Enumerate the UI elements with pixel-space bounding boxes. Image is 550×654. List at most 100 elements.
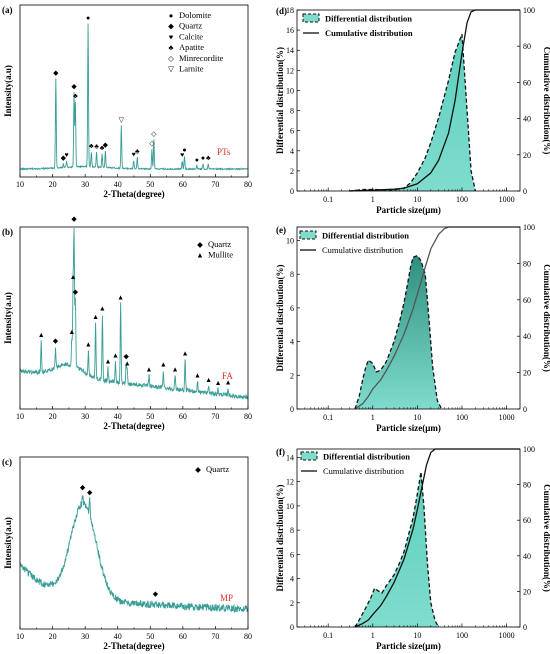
y2-tick-label: 100: [523, 223, 535, 232]
peak-marker-apatite: ♣: [94, 142, 99, 150]
y-tick-label: 4: [290, 575, 294, 584]
legend-symbol: ◆: [195, 465, 201, 474]
xrd-pattern-line: [19, 23, 249, 172]
psd-chart-f: 0.1 1 10 100 1000 0 2 4 6 8 10 12 14 0 20 40 60 80 100 Part…: [275, 445, 550, 651]
peak-marker-mullite: ▲: [160, 361, 167, 369]
legend-label: Differential distribution: [322, 231, 409, 241]
peak-marker-mullite: ▲: [68, 328, 75, 336]
xrd-chart-a: ◆◆♥◆♣●♣ ♣ ♣◆▽♥ ♣◇◇♥●● ● ♣10 20 30 40 50 60 70 802-Th…: [2, 4, 252, 199]
peak-marker-quartz: ◆: [153, 590, 159, 598]
peak-marker-calcite: ♥: [64, 151, 68, 159]
x-tick-label: 40: [114, 632, 122, 641]
y-axis-label: Intensity(a.u): [3, 292, 13, 344]
y2-tick-label: 80: [523, 481, 531, 490]
psd-chart-e: 0.1 1 10 100 10000246810020406080100Particle…: [275, 223, 550, 433]
legend-label: Larnite: [179, 64, 204, 74]
y-tick-label: 6: [290, 127, 294, 136]
x-tick-label: 0.1: [323, 631, 333, 640]
legend-symbol: ◆: [197, 240, 203, 249]
cumulative-line: [349, 9, 520, 192]
peak-marker-apatite: ♣: [100, 144, 105, 152]
x-tick-label: 50: [146, 180, 154, 189]
x-tick-label: 1: [371, 631, 375, 640]
peak-marker-mullite: ▲: [70, 273, 77, 281]
peak-marker-apatite: ♣: [206, 154, 211, 162]
peak-marker-dolomite: ●: [195, 156, 199, 164]
y2-tick-label: 0: [523, 405, 527, 414]
y-tick-label: 4: [290, 147, 294, 156]
y-tick-label: 2: [290, 371, 294, 380]
y2-tick-label: 80: [523, 259, 531, 268]
x-axis-label: Particle size(μm): [376, 205, 441, 215]
y-tick-label: 0: [290, 623, 294, 632]
y-tick-label: 2: [290, 167, 294, 176]
peak-marker-mullite: ▲: [92, 313, 99, 321]
x-tick-label: 10: [16, 180, 24, 189]
peak-marker-minrecordite: ◇: [151, 130, 157, 138]
y-tick-label: 12: [286, 478, 294, 487]
y-tick-label: 16: [286, 26, 294, 35]
x-tick-label: 80: [244, 180, 252, 189]
legend-symbol: ▽: [168, 65, 174, 74]
y-tick-label: 0: [290, 405, 294, 414]
legend-label: Differential distribution: [323, 452, 410, 462]
y-tick-label: 6: [290, 550, 294, 559]
legend-label: Cumulative distribution: [325, 28, 413, 38]
peak-marker-mullite: ▲: [117, 294, 124, 302]
peak-marker-mullite: ▲: [194, 371, 201, 379]
legend-label: Quartz: [208, 239, 231, 249]
x-tick-label: 10: [413, 195, 421, 204]
psd-chart-d: 0.1 1 10 100 1000 0 2 4 6 8 10 12 14 16 18 0 20 40 60 80 100…: [275, 6, 550, 215]
panel-label: (c): [2, 457, 12, 467]
legend-label: Calcite: [179, 31, 203, 41]
y-tick-label: 10: [286, 86, 294, 95]
y-tick-label: 18: [286, 6, 294, 15]
x-tick-label: 80: [244, 632, 252, 641]
differential-area: [349, 34, 476, 191]
peak-marker-mullite: ▲: [172, 365, 179, 373]
sample-label: PTs: [217, 147, 231, 157]
panel-label: (d): [276, 6, 287, 16]
y-tick-label: 0: [290, 187, 294, 196]
xrd-chart-b: ▲◆▲▲◆◆▲▲▲▲▲▲◆▲▲▲▲▲▲▲ ▲ ▲10 20 30 40 50 60 70 802-…: [2, 215, 252, 431]
legend-label: Cumulative distribution: [323, 466, 405, 476]
y2-tick-label: 60: [523, 78, 531, 87]
y2-tick-label: 80: [523, 42, 531, 51]
y2-tick-label: 40: [523, 552, 531, 561]
y-tick-label: 10: [286, 236, 294, 245]
x-tick-label: 40: [114, 180, 122, 189]
peak-marker-mullite: ▲: [124, 360, 131, 368]
legend-label: Quartz: [206, 464, 229, 474]
legend-symbol: ♣: [169, 43, 174, 52]
peak-marker-quartz: ◆: [87, 488, 93, 496]
panel-label: (f): [276, 447, 285, 457]
x-tick-label: 80: [244, 412, 252, 421]
x-tick-label: 0.1: [323, 413, 333, 422]
legend-label: Cumulative distribution: [322, 245, 404, 255]
differential-area: [355, 255, 442, 409]
peak-marker-mullite: ▲: [182, 349, 189, 357]
x-tick-label: 1: [371, 413, 375, 422]
peak-marker-mullite: ▲: [146, 366, 153, 374]
legend-swatch: [300, 451, 318, 461]
y-axis-label: Differential distribution(%): [275, 47, 285, 154]
y-tick-label: 8: [290, 526, 294, 535]
peak-marker-calcite: ♥: [132, 151, 136, 159]
y-axis-label: Differential distribution(%): [275, 484, 285, 591]
y-axis-label: Differential distribution(%): [275, 264, 285, 371]
x-tick-label: 1000: [499, 631, 515, 640]
sample-label: MP: [220, 593, 233, 603]
y-tick-label: 4: [290, 338, 294, 347]
xrd-pattern-line: [19, 227, 249, 401]
peak-marker-mullite: ▲: [38, 331, 45, 339]
legend-label: Minrecordite: [179, 53, 224, 63]
peak-marker-quartz: ◆: [53, 69, 59, 77]
x-tick-label: 20: [49, 412, 57, 421]
y2-tick-label: 40: [523, 115, 531, 124]
peak-marker-mullite: ▲: [205, 376, 212, 384]
peak-marker-mullite: ▲: [215, 379, 222, 387]
x-tick-label: 70: [211, 632, 219, 641]
x-tick-label: 100: [456, 631, 468, 640]
x-tick-label: 50: [146, 632, 154, 641]
